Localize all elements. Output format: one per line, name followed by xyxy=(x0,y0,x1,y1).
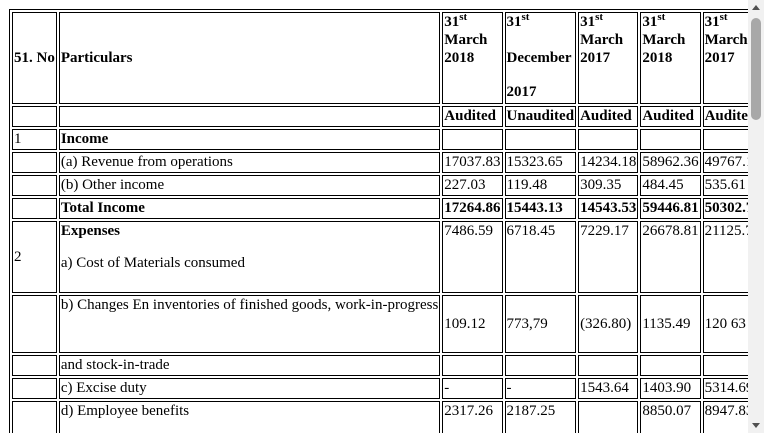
value-cell: 7486.59 xyxy=(442,221,503,293)
empty-cell xyxy=(12,198,57,219)
row-label-text: a) Cost of Materials consumed xyxy=(60,255,245,271)
value-cell: 14543.53 xyxy=(578,198,639,219)
value-cell: - xyxy=(442,378,503,399)
row-label: (a) Revenue from operations xyxy=(58,152,441,173)
empty-cell xyxy=(640,355,701,376)
empty-cell xyxy=(578,129,639,150)
slno-header: 51. No xyxy=(12,12,57,104)
value-cell: 1403.90 xyxy=(640,378,701,399)
value-cell: 14234.18 xyxy=(578,152,639,173)
value-cell: (326.80) xyxy=(578,295,639,353)
section-title: Expenses xyxy=(60,223,121,239)
row-number: 2 xyxy=(12,221,57,293)
value-cell: 1135.49 xyxy=(640,295,701,353)
row-label: Total Income xyxy=(58,198,441,219)
value-cell: 50302.71 xyxy=(702,198,748,219)
table-row-revenue: (a) Revenue from operations 17037.83 153… xyxy=(12,152,748,173)
row-label: (b) Other income xyxy=(58,175,441,196)
table-row-excise-duty: c) Excise duty - - 1543.64 1403.90 5314.… xyxy=(12,378,748,399)
value-cell: 1543.64 xyxy=(578,378,639,399)
table-row-expenses: 2 Expenses a) Cost of Materials consumed … xyxy=(12,221,748,293)
particulars-header: Particulars xyxy=(58,12,441,104)
period-header: 31st March 2017 xyxy=(578,12,639,104)
value-cell: 8850.07 xyxy=(640,401,701,433)
empty-cell xyxy=(442,129,503,150)
value-cell: 15323.65 xyxy=(504,152,577,173)
audit-status-cell: Audited xyxy=(442,106,503,127)
value-cell: 309.35 xyxy=(578,175,639,196)
empty-cell xyxy=(442,355,503,376)
header-row: 51. No Particulars 31st March 2018 31st Dec… xyxy=(12,12,748,104)
row-label: and stock-in-trade xyxy=(58,355,441,376)
empty-cell xyxy=(702,355,748,376)
empty-cell xyxy=(12,175,57,196)
value-cell: 8947.83 xyxy=(702,401,748,433)
row-label: c) Excise duty xyxy=(58,378,441,399)
value-cell: - xyxy=(504,378,577,399)
value-cell: 59446.81 xyxy=(640,198,701,219)
empty-cell xyxy=(12,152,57,173)
empty-cell xyxy=(12,106,57,127)
value-cell: 5314.69 xyxy=(702,378,748,399)
value-cell: 109.12 xyxy=(442,295,503,353)
audit-status-cell: Audited xyxy=(702,106,748,127)
value-cell: 227.03 xyxy=(442,175,503,196)
empty-cell xyxy=(12,295,57,353)
empty-cell xyxy=(702,129,748,150)
row-label: d) Employee benefits xyxy=(58,401,441,433)
value-cell: 535.61 xyxy=(702,175,748,196)
vertical-scrollbar[interactable] xyxy=(748,0,764,433)
empty-cell xyxy=(12,378,57,399)
value-cell: 21125.70 xyxy=(702,221,748,293)
value-cell: 6718.45 xyxy=(504,221,577,293)
scroll-down-arrow-icon[interactable] xyxy=(748,417,764,433)
empty-cell xyxy=(578,355,639,376)
table-row-changes-inventories: b) Changes En inventories of finished go… xyxy=(12,295,748,353)
value-cell: 120 63 xyxy=(702,295,748,353)
table-row-employee-benefits: d) Employee benefits 2317.26 2187.25 885… xyxy=(12,401,748,433)
empty-cell xyxy=(12,355,57,376)
value-cell: 2317.26 xyxy=(442,401,503,433)
table-row-other-income: (b) Other income 227.03 119.48 309.35 48… xyxy=(12,175,748,196)
value-cell: 773,79 xyxy=(504,295,577,353)
value-cell: 119.48 xyxy=(504,175,577,196)
empty-cell xyxy=(640,129,701,150)
scrollbar-thumb[interactable] xyxy=(751,18,761,120)
period-header: 31st March 2018 xyxy=(640,12,701,104)
value-cell: 17037.83 xyxy=(442,152,503,173)
value-cell: 49767.10 xyxy=(702,152,748,173)
row-label: Expenses a) Cost of Materials consumed xyxy=(58,221,441,293)
audit-status-cell: Audited xyxy=(578,106,639,127)
value-cell: 2187.25 xyxy=(504,401,577,433)
scroll-up-arrow-icon[interactable] xyxy=(748,0,764,16)
row-label: b) Changes En inventories of finished go… xyxy=(58,295,441,353)
period-header: 31st December 2017 xyxy=(504,12,577,104)
period-header: 31st March 2017 xyxy=(702,12,748,104)
table-row-income: 1 Income xyxy=(12,129,748,150)
financial-results-table: 51. No Particulars 31st March 2018 31st Dec… xyxy=(9,9,748,433)
empty-cell xyxy=(504,129,577,150)
empty-cell xyxy=(504,355,577,376)
value-cell: 58962.36 xyxy=(640,152,701,173)
document-viewport: 51. No Particulars 31st March 2018 31st Dec… xyxy=(9,9,748,433)
audit-status-row: Audited Unaudited Audited Audited Audite… xyxy=(12,106,748,127)
value-cell: 26678.81 xyxy=(640,221,701,293)
table-row-total-income: Total Income 17264.86 15443.13 14543.53 … xyxy=(12,198,748,219)
table-row-stock-in-trade: and stock-in-trade xyxy=(12,355,748,376)
value-cell xyxy=(578,401,639,433)
row-label: Income xyxy=(58,129,441,150)
empty-cell xyxy=(58,106,441,127)
value-cell: 17264.86 xyxy=(442,198,503,219)
value-cell: 7229.17 xyxy=(578,221,639,293)
value-cell: 15443.13 xyxy=(504,198,577,219)
value-cell: 484.45 xyxy=(640,175,701,196)
audit-status-cell: Audited xyxy=(640,106,701,127)
empty-cell xyxy=(12,401,57,433)
row-number: 1 xyxy=(12,129,57,150)
audit-status-cell: Unaudited xyxy=(504,106,577,127)
period-header: 31st March 2018 xyxy=(442,12,503,104)
